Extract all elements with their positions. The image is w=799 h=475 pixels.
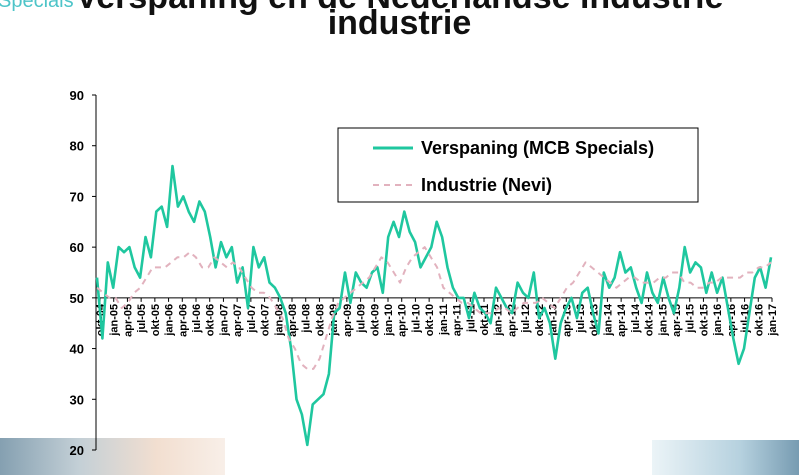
legend-box bbox=[337, 127, 699, 203]
chart-title: Verspaning en de Nederlandse industrie bbox=[0, 0, 799, 18]
series-line-verspaning bbox=[95, 164, 773, 447]
x-tick-label: jan-16 bbox=[712, 304, 724, 337]
x-tick-label: jul-12 bbox=[520, 304, 532, 334]
x-tick-label: apr-11 bbox=[452, 304, 464, 336]
x-tick-label: okt-09 bbox=[369, 304, 381, 336]
x-tick-label: jul-14 bbox=[630, 303, 642, 334]
x-tick-label: okt-15 bbox=[698, 304, 710, 336]
x-tick-label: okt-07 bbox=[260, 304, 272, 336]
y-tick-label: 90 bbox=[70, 88, 84, 103]
x-tick-label: apr-06 bbox=[177, 304, 189, 337]
x-tick-label: jul-08 bbox=[301, 304, 313, 334]
x-tick-label: okt-16 bbox=[753, 304, 765, 336]
y-tick-label: 80 bbox=[70, 139, 84, 154]
y-tick-label: 30 bbox=[70, 392, 84, 407]
x-tick-label: jul-15 bbox=[685, 304, 697, 334]
x-tick-label: jan-17 bbox=[767, 304, 779, 337]
x-tick-label: apr-08 bbox=[287, 304, 299, 337]
x-tick-label: okt-10 bbox=[424, 304, 436, 336]
y-tick-label: 60 bbox=[70, 240, 84, 255]
x-tick-label: okt-08 bbox=[314, 304, 326, 336]
x-tick-label: jul-10 bbox=[410, 304, 422, 334]
x-tick-label: apr-05 bbox=[122, 304, 134, 337]
x-tick-label: jan-10 bbox=[383, 304, 395, 337]
x-tick-label: jan-07 bbox=[218, 304, 230, 337]
x-tick-label: apr-07 bbox=[232, 304, 244, 337]
x-tick-label: jan-14 bbox=[602, 303, 614, 337]
x-tick-label: jan-15 bbox=[657, 304, 669, 337]
x-tick-label: apr-13 bbox=[561, 304, 573, 337]
decorative-photo-left bbox=[0, 438, 225, 475]
x-tick-label: apr-14 bbox=[616, 303, 628, 337]
x-tick-label: apr-10 bbox=[397, 304, 409, 337]
series-group bbox=[95, 164, 773, 447]
y-tick-label: 20 bbox=[70, 443, 84, 458]
y-tick-label: 50 bbox=[70, 291, 84, 306]
y-tick-label: 40 bbox=[70, 342, 84, 357]
legend: Verspaning (MCB Specials) Industrie (Nevi… bbox=[337, 127, 699, 203]
decorative-photo-right bbox=[652, 440, 799, 475]
y-axis: 20 30 40 50 60 70 80 90 bbox=[70, 88, 97, 458]
x-tick-label: apr-09 bbox=[342, 304, 354, 337]
x-tick-label: jul-09 bbox=[356, 304, 368, 334]
brand-label: Specials bbox=[0, 0, 74, 12]
x-tick-label: jan-11 bbox=[438, 304, 450, 336]
legend-label: Industrie (Nevi) bbox=[421, 175, 552, 195]
legend-label: Verspaning (MCB Specials) bbox=[421, 138, 654, 158]
x-tick-label: jan-06 bbox=[164, 304, 176, 337]
x-tick-label: okt-05 bbox=[150, 304, 162, 336]
x-tick-label: jan-12 bbox=[493, 304, 505, 337]
chart-title-line2: industrie bbox=[327, 4, 472, 42]
x-tick-label: jul-06 bbox=[191, 304, 203, 334]
x-tick-label: jan-08 bbox=[273, 304, 285, 337]
x-tick-label: okt-14 bbox=[644, 303, 656, 336]
x-tick-label: jul-07 bbox=[246, 304, 258, 334]
x-tick-label: jan-05 bbox=[109, 304, 121, 337]
y-tick-label: 70 bbox=[70, 189, 84, 204]
x-tick-label: jul-05 bbox=[136, 304, 148, 334]
x-tick-label: okt-06 bbox=[205, 304, 217, 336]
series-line-industrie bbox=[96, 246, 772, 370]
